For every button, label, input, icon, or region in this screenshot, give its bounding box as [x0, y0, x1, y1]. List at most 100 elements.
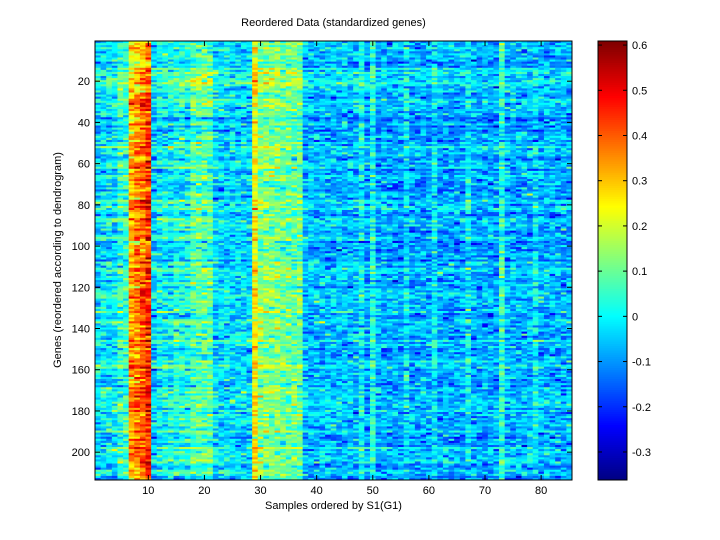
heatmap-cell — [364, 55, 371, 58]
heatmap-cell — [207, 49, 214, 52]
heatmap-cell — [515, 86, 522, 89]
heatmap-cell — [173, 73, 180, 77]
heatmap-cell — [207, 45, 214, 48]
heatmap-cell — [190, 65, 197, 69]
heatmap-cell — [347, 144, 354, 147]
heatmap-cell — [403, 109, 410, 112]
heatmap-cell — [482, 84, 489, 87]
heatmap-cell — [369, 98, 376, 102]
heatmap-cell — [493, 121, 500, 124]
heatmap-cell — [543, 53, 550, 56]
heatmap-cell — [162, 113, 169, 116]
heatmap-cell — [229, 63, 236, 67]
heatmap-cell — [156, 137, 163, 141]
heatmap-cell — [196, 71, 203, 75]
heatmap-cell — [386, 131, 393, 135]
heatmap-cell — [212, 51, 219, 54]
heatmap-cell — [414, 111, 421, 114]
heatmap-cell — [527, 61, 534, 65]
heatmap-cell — [459, 106, 466, 110]
heatmap-cell — [291, 71, 298, 75]
heatmap-cell — [280, 57, 287, 60]
heatmap-cell — [555, 148, 562, 151]
heatmap-cell — [313, 65, 320, 69]
heatmap-cell — [414, 78, 421, 81]
heatmap-cell — [398, 92, 405, 95]
heatmap-cell — [263, 41, 270, 44]
heatmap-cell — [414, 73, 421, 77]
heatmap-cell — [493, 71, 500, 75]
heatmap-cell — [263, 125, 270, 128]
heatmap-cell — [369, 96, 376, 100]
heatmap-cell — [431, 104, 438, 108]
heatmap-cell — [409, 117, 416, 120]
heatmap-cell — [313, 51, 320, 54]
heatmap-cell — [263, 73, 270, 77]
heatmap-cell — [330, 115, 337, 118]
heatmap-cell — [257, 82, 264, 85]
heatmap-cell — [431, 84, 438, 87]
heatmap-cell — [156, 135, 163, 139]
heatmap-cell — [196, 55, 203, 58]
heatmap-cell — [285, 71, 292, 75]
heatmap-cell — [409, 53, 416, 56]
heatmap-cell — [145, 133, 152, 137]
heatmap-cell — [448, 123, 455, 126]
heatmap-cell — [403, 80, 410, 83]
heatmap-cell — [454, 135, 461, 139]
heatmap-cell — [291, 69, 298, 73]
heatmap-cell — [437, 131, 444, 135]
heatmap-cell — [442, 106, 449, 110]
heatmap-cell — [167, 96, 174, 100]
heatmap-cell — [470, 129, 477, 133]
heatmap-cell — [313, 119, 320, 122]
heatmap-cell — [285, 57, 292, 60]
heatmap-cell — [297, 141, 304, 145]
heatmap-cell — [218, 144, 225, 147]
heatmap-cell — [128, 43, 135, 46]
heatmap-cell — [353, 88, 360, 91]
heatmap-cell — [476, 127, 483, 131]
heatmap-cell — [369, 102, 376, 106]
heatmap-cell — [499, 135, 506, 139]
heatmap-cell — [274, 43, 281, 46]
heatmap-cell — [201, 65, 208, 69]
heatmap-cell — [499, 63, 506, 67]
heatmap-cell — [487, 148, 494, 151]
heatmap-cell — [201, 78, 208, 81]
heatmap-cell — [325, 76, 332, 79]
heatmap-cell — [347, 78, 354, 81]
heatmap-cell — [179, 51, 186, 54]
heatmap-cell — [555, 80, 562, 83]
heatmap-cell — [381, 45, 388, 48]
heatmap-cell — [454, 94, 461, 98]
heatmap-cell — [268, 113, 275, 116]
heatmap-cell — [532, 86, 539, 89]
heatmap-cell — [308, 92, 315, 95]
heatmap-cell — [268, 71, 275, 75]
heatmap-cell — [510, 57, 517, 60]
heatmap-cell — [538, 141, 545, 145]
heatmap-cell — [285, 69, 292, 73]
heatmap-cell — [442, 125, 449, 128]
heatmap-cell — [375, 106, 382, 110]
heatmap-cell — [555, 129, 562, 133]
heatmap-cell — [319, 51, 326, 54]
heatmap-cell — [409, 84, 416, 87]
heatmap-cell — [156, 57, 163, 60]
heatmap-cell — [375, 125, 382, 128]
heatmap-cell — [392, 49, 399, 52]
heatmap-cell — [257, 111, 264, 114]
heatmap-cell — [521, 117, 528, 120]
heatmap-cell — [566, 98, 573, 102]
heatmap-cell — [560, 84, 567, 87]
heatmap-cell — [313, 61, 320, 65]
heatmap-cell — [167, 51, 174, 54]
heatmap-cell — [145, 109, 152, 112]
heatmap-cell — [291, 45, 298, 48]
heatmap-cell — [392, 141, 399, 145]
heatmap-cell — [392, 135, 399, 139]
heatmap-cell — [111, 129, 118, 133]
heatmap-cell — [560, 51, 567, 54]
heatmap-cell — [560, 144, 567, 147]
